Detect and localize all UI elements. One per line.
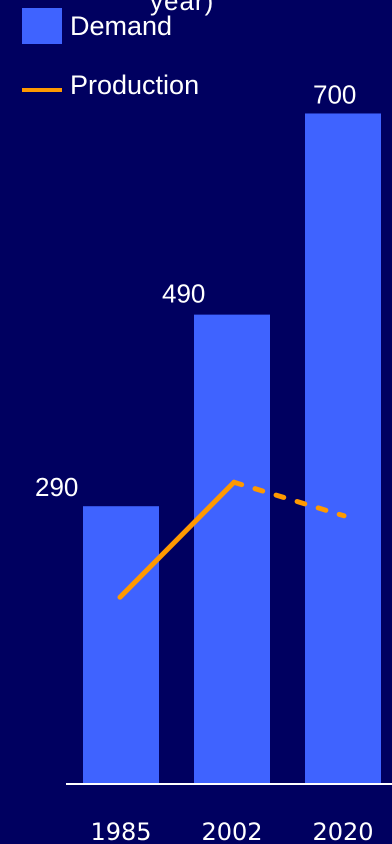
value-label-1985: 290 <box>35 472 78 502</box>
value-label-2020: 700 <box>313 79 356 109</box>
legend-swatch-demand <box>22 8 62 44</box>
legend-item-demand: Demand <box>22 8 172 44</box>
bar-demand-1985 <box>83 506 159 784</box>
legend-item-production: Production <box>22 70 199 101</box>
production-line-projected-segment <box>231 479 347 519</box>
x-tick-label-1985: 1985 <box>90 818 151 844</box>
bar-demand-2002 <box>194 314 270 784</box>
legend-label-demand: Demand <box>70 10 173 41</box>
production-line-segment <box>117 479 237 600</box>
value-label-2002: 490 <box>162 279 205 309</box>
x-tick-label-2020: 2020 <box>312 818 373 844</box>
chart-title-fragment: year) <box>150 0 215 16</box>
legend-label-production: Production <box>70 70 200 100</box>
legend-swatch-production <box>22 87 62 92</box>
x-tick-label-2002: 2002 <box>201 818 262 844</box>
bar-demand-2020 <box>305 113 381 784</box>
